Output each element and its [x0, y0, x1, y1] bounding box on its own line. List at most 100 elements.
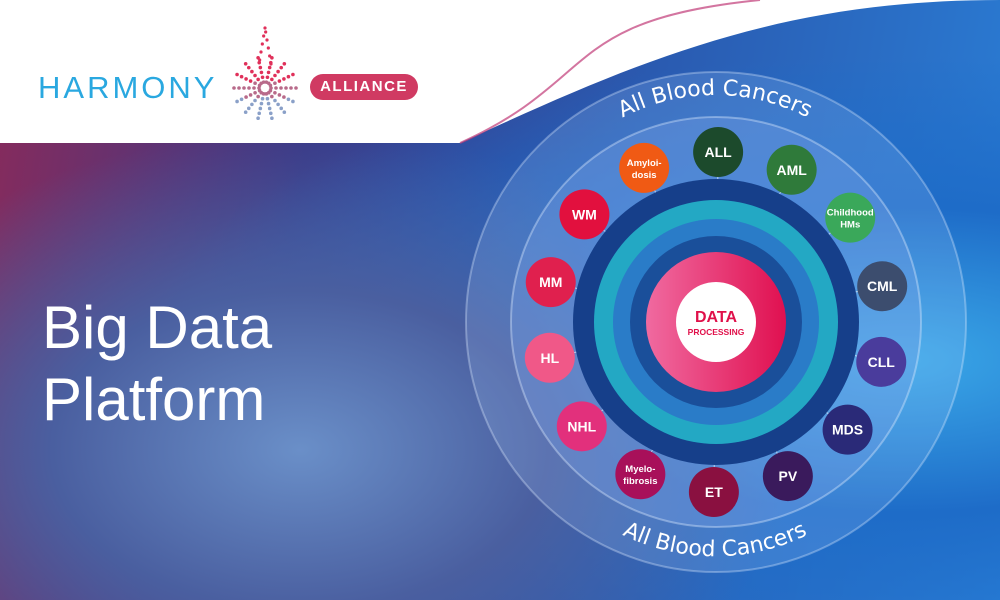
- node-label: AML: [776, 162, 807, 178]
- logo-dot: [265, 96, 270, 101]
- logo-dot: [253, 98, 257, 103]
- node-label: WM: [572, 206, 597, 222]
- node-label: CML: [867, 278, 898, 294]
- logo-dot: [244, 95, 248, 99]
- logo-dot: [282, 110, 287, 115]
- node-label: ALL: [705, 144, 733, 160]
- node-circle: [856, 336, 907, 387]
- logo-dot: [257, 111, 262, 116]
- center-subtitle: PROCESSING: [688, 327, 745, 337]
- logo-dot: [232, 86, 236, 90]
- cancer-node: Myelo-fibrosis: [615, 449, 666, 500]
- logo-dot: [263, 26, 267, 30]
- logo-dot: [244, 77, 248, 81]
- node-label: MDS: [832, 422, 863, 438]
- logo-dot: [260, 42, 264, 46]
- logo-dot: [259, 101, 264, 106]
- logo-dot: [243, 110, 248, 115]
- logo-dot: [284, 86, 288, 90]
- logo-dot: [291, 99, 295, 104]
- logo-dot: [273, 98, 277, 103]
- logo-dot: [259, 70, 264, 75]
- node-circle: [762, 451, 813, 502]
- logo-dot: [265, 38, 269, 42]
- logo-dot: [277, 79, 282, 83]
- header: HARMONY ALLIANCE: [0, 0, 1000, 143]
- cancer-node: ALL: [693, 127, 744, 178]
- title-line-1: Big Data: [42, 294, 273, 361]
- logo-dot: [267, 106, 272, 111]
- logo-dot: [246, 106, 251, 111]
- logo-dot: [273, 90, 277, 95]
- cancer-node: PV: [762, 451, 813, 502]
- logo-dot: [269, 62, 273, 66]
- logo-dot: [235, 99, 239, 104]
- logo-dot: [258, 65, 263, 70]
- logo-badge: ALLIANCE: [310, 74, 418, 100]
- cancer-node: ET: [688, 466, 739, 517]
- logo-dot: [260, 96, 265, 101]
- logo-dot: [253, 73, 257, 78]
- node-label: HL: [540, 350, 559, 366]
- title-line-2: Platform: [42, 366, 266, 433]
- logo-dot: [257, 60, 262, 65]
- node-label: CLL: [868, 354, 896, 370]
- logo-dot: [268, 83, 273, 88]
- node-circle: [825, 192, 876, 243]
- logo-dot: [282, 95, 286, 99]
- logo-dot: [268, 54, 272, 58]
- logo-dot: [270, 77, 274, 82]
- logo-dot: [264, 92, 269, 96]
- cancer-node: Amyloi-dosis: [619, 142, 670, 193]
- header-wave: [459, 0, 761, 144]
- logo-dot: [256, 116, 260, 120]
- logo-dot: [262, 34, 266, 38]
- node-label: ET: [705, 484, 723, 500]
- logo-dot: [253, 90, 257, 95]
- node-label: Childhood: [827, 208, 874, 219]
- node-circle: [556, 401, 607, 452]
- logo-dot: [270, 94, 274, 99]
- cancer-node: WM: [559, 189, 610, 240]
- cancer-node: HL: [524, 332, 575, 383]
- cancer-node: CML: [857, 261, 908, 312]
- logo-dot: [261, 80, 266, 84]
- logo-name: HARMONY: [38, 70, 218, 105]
- cancer-node: CLL: [856, 336, 907, 387]
- node-label: dosis: [632, 170, 657, 181]
- logo-dot: [273, 73, 277, 78]
- node-circle: [822, 404, 873, 455]
- node-circle: [688, 466, 739, 517]
- node-circle: [559, 189, 610, 240]
- node-label: Myelo-: [625, 464, 655, 475]
- node-circle: [693, 127, 744, 178]
- logo-dot: [289, 86, 293, 90]
- logo-dot: [253, 81, 257, 86]
- node-circle: [766, 144, 817, 195]
- logo-dot: [267, 65, 272, 70]
- logo-dot: [282, 61, 287, 66]
- logo-dot: [237, 86, 241, 90]
- logo-dot: [286, 74, 291, 79]
- cancer-node: NHL: [556, 401, 607, 452]
- node-circle: [524, 332, 575, 383]
- node-label: PV: [779, 468, 798, 484]
- logo-dot: [252, 86, 256, 90]
- logo-dot: [259, 50, 263, 54]
- node-circle: [857, 261, 908, 312]
- logo-dot: [239, 74, 244, 79]
- blood-drop-logo-icon: [232, 26, 298, 120]
- logo-dot: [265, 75, 270, 80]
- logo-dot: [242, 86, 246, 90]
- logo-dot: [266, 101, 271, 106]
- logo-dot: [250, 102, 254, 107]
- logo-dot: [247, 86, 251, 90]
- cancer-node: MDS: [822, 404, 873, 455]
- logo-dot: [266, 46, 270, 50]
- logo-dot: [248, 93, 253, 97]
- logo-dot: [256, 94, 260, 99]
- logo-dot: [276, 69, 280, 74]
- logo-dot: [268, 111, 273, 116]
